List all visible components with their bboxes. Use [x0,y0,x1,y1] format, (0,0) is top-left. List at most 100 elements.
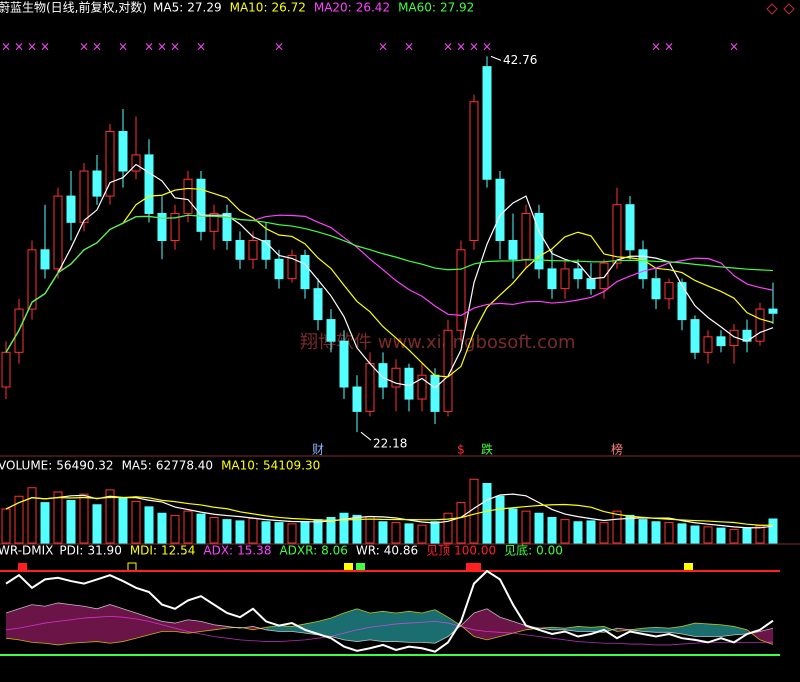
volume-bar [66,500,76,544]
dmi-fill [175,619,188,634]
flag [684,563,693,571]
candle-body [664,282,674,300]
header-label: PDI: [59,544,83,558]
volume-bar [105,489,115,544]
volume-bar [508,508,518,544]
header-value: 8.06 [321,544,348,558]
candle-body [508,239,518,260]
header-value: 0.00 [536,544,563,558]
candle-body [352,386,362,412]
volume-bar [287,523,297,544]
volume-bar [742,528,752,544]
volume-bar [300,521,310,544]
volume-bar [222,519,232,544]
candle-body [495,178,505,241]
ma-line [5,214,774,353]
dmi-fill [682,623,695,637]
candle-body [222,212,232,241]
panel-title: WR-DMIX [0,544,53,558]
dmi-fill [630,628,643,632]
dmi-fill [422,609,435,644]
volume-bar [716,527,726,544]
dmi-fill [149,617,162,635]
candle-body [625,204,635,251]
volume-bar [326,517,336,544]
volume-bar [521,510,531,544]
header-value: 26.72 [271,1,305,15]
candle-body [547,268,557,290]
dmi-fill [188,619,201,634]
header-label: MA60: [398,1,436,15]
candle-body [79,170,89,223]
signal-mark: × [729,40,739,54]
volume-bar [573,521,583,544]
volume-bar [170,514,180,544]
candle-body [703,336,713,353]
dmi-fill [760,628,773,645]
signal-mark: × [456,40,466,54]
candle-body [690,319,700,353]
volume-bar [1,508,11,544]
header-label: MA5: [153,1,183,15]
candle-body [430,374,440,412]
adx-line [5,615,774,646]
volume-bar [703,526,713,544]
signal-mark: × [664,40,674,54]
candle-body [183,178,193,214]
dmi-fill [331,613,344,640]
candle-body [157,212,167,241]
candle-body [521,212,531,260]
volume-bar [313,519,323,544]
header-value: 27.92 [440,1,474,15]
candle-body [1,351,11,388]
volume-bar [14,495,24,544]
candle-body [131,154,141,172]
volume-bar [183,510,193,544]
toolbar-icons [766,3,795,15]
volume-bar [92,504,102,544]
volume-bar [79,493,89,544]
volume-bar [755,525,765,544]
dmi-fill [6,608,19,640]
volume-ma-line [5,496,774,526]
candle-body [66,195,76,223]
header-value: 12.54 [161,544,195,558]
dmi-fill [32,604,45,644]
candle-body [456,249,466,331]
flag [18,563,27,571]
dmi-fill [734,626,747,635]
dmi-fill [656,627,669,633]
candle-body [235,239,245,260]
candle-body [651,278,661,300]
icon [766,3,778,15]
volume-bar [352,514,362,544]
volume-bar [651,521,661,544]
volume-bar [378,521,388,544]
candle-body [768,308,778,314]
dmi-fill [45,602,58,645]
signal-mark: × [469,40,479,54]
signal-mark: × [170,40,180,54]
dmi-fill [578,626,591,632]
volume-bar [40,502,50,544]
header-label: MA20: [314,1,352,15]
signal-mark: × [27,40,37,54]
dmi-fill [643,627,656,633]
dmi-fill [708,623,721,637]
candle-body [716,336,726,347]
dmi-fill [110,604,123,644]
header-value: 26.42 [356,1,390,15]
dmi-fill [669,626,682,634]
dmi-fill [344,608,357,642]
candle-body [118,131,128,172]
volume-bar [560,519,570,544]
dmi-fill [721,624,734,637]
header-label: MA10: [221,459,259,473]
candle-body [573,268,583,280]
dmi-fill [461,613,474,637]
header-label: MDI: [130,544,157,558]
header-label: WR: [356,544,380,558]
dmi-fill [357,608,370,642]
volume-bar [118,497,128,544]
